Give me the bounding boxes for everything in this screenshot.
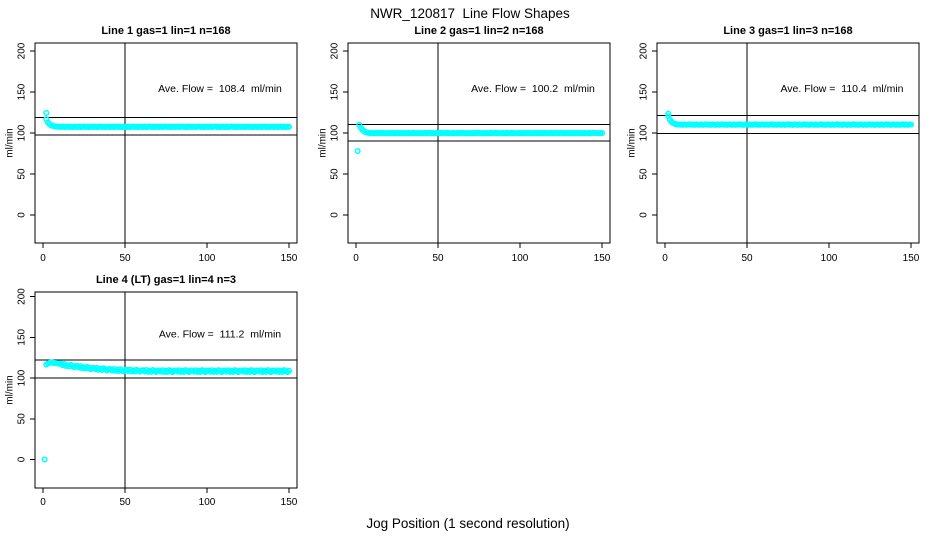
x-tick-label: 0 [40, 497, 46, 508]
y-tick-label: 150 [17, 83, 28, 100]
y-tick-label: 50 [639, 168, 650, 180]
plot-frame [347, 42, 611, 244]
data-point [285, 367, 293, 374]
outlier-point [41, 456, 48, 463]
y-axis-label: ml/min [318, 128, 329, 157]
y-tick-label: 50 [330, 168, 341, 180]
x-tick-label: 0 [662, 253, 668, 264]
panel-title: Line 3 gas=1 lin=3 n=168 [723, 25, 852, 37]
panel-title: Line 1 gas=1 lin=1 n=168 [101, 25, 230, 37]
y-tick-label: 150 [17, 328, 28, 345]
y-tick-label: 200 [17, 288, 28, 305]
panel-line-1: Line 1 gas=1 lin=1 n=168 0 50 100 150 0 50 100 1… [5, 25, 298, 264]
y-tick-label: 0 [639, 212, 650, 218]
data-points [43, 109, 293, 131]
y-tick-label: 150 [330, 83, 341, 100]
ave-flow-annotation: Ave. Flow = 100.2 ml/min [471, 83, 595, 95]
x-tick-label: 150 [281, 497, 298, 508]
y-tick-label: 200 [330, 42, 341, 59]
figure-title: NWR_120817 Line Flow Shapes [370, 6, 570, 21]
panels-group: Line 1 gas=1 lin=1 n=168 0 50 100 150 0 50 100 1… [5, 25, 920, 508]
y-tick-label: 50 [17, 168, 28, 180]
plot-frame [34, 291, 298, 489]
panel-line-4: Line 4 (LT) gas=1 lin=4 n=3 0 50 100 150 0 50 1… [5, 274, 298, 508]
y-tick-label: 200 [639, 42, 650, 59]
y-tick-label: 0 [17, 212, 28, 218]
outlier-point [354, 147, 361, 155]
y-tick-label: 200 [17, 42, 28, 59]
panel-title: Line 4 (LT) gas=1 lin=4 n=3 [96, 274, 236, 286]
y-tick-label: 100 [17, 369, 28, 386]
x-tick-label: 150 [903, 253, 920, 264]
y-tick-label: 150 [639, 83, 650, 100]
ave-flow-annotation: Ave. Flow = 111.2 ml/min [159, 328, 281, 340]
plot-frame [34, 42, 298, 244]
data-point [598, 130, 606, 137]
x-tick-label: 100 [821, 253, 838, 264]
x-tick-label: 100 [199, 253, 216, 264]
y-axis-label: ml/min [5, 375, 16, 404]
x-tick-label: 0 [353, 253, 359, 264]
x-tick-label: 50 [119, 497, 131, 508]
x-tick-label: 100 [512, 253, 529, 264]
data-points [665, 110, 915, 128]
y-tick-label: 100 [330, 124, 341, 141]
x-tick-label: 50 [119, 253, 131, 264]
y-axis-label: ml/min [627, 128, 638, 157]
x-tick-label: 100 [199, 497, 216, 508]
x-axis-label: Jog Position (1 second resolution) [366, 516, 569, 531]
data-point [907, 121, 915, 128]
y-tick-label: 50 [17, 413, 28, 425]
x-tick-label: 150 [594, 253, 611, 264]
x-tick-label: 150 [281, 253, 298, 264]
x-tick-label: 0 [40, 253, 46, 264]
outlier-point [665, 110, 672, 117]
x-tick-label: 50 [741, 253, 753, 264]
x-tick-label: 50 [432, 253, 444, 264]
data-points [354, 121, 606, 155]
outlier-point [43, 109, 50, 116]
y-axis-label: ml/min [5, 128, 16, 157]
ave-flow-annotation: Ave. Flow = 108.4 ml/min [158, 83, 282, 95]
panel-line-3: Line 3 gas=1 lin=3 n=168 0 50 100 150 0 50 100 1… [627, 25, 920, 264]
y-tick-label: 0 [330, 212, 341, 218]
y-tick-label: 0 [17, 456, 28, 462]
data-points [41, 359, 293, 463]
ave-flow-annotation: Ave. Flow = 110.4 ml/min [780, 83, 903, 95]
y-tick-label: 100 [639, 124, 650, 141]
plot-frame [656, 42, 920, 244]
panel-line-2: Line 2 gas=1 lin=2 n=168 0 50 100 150 0 50 100 1… [318, 25, 611, 264]
y-tick-label: 100 [17, 124, 28, 141]
panel-title: Line 2 gas=1 lin=2 n=168 [414, 25, 543, 37]
data-point [285, 123, 293, 130]
